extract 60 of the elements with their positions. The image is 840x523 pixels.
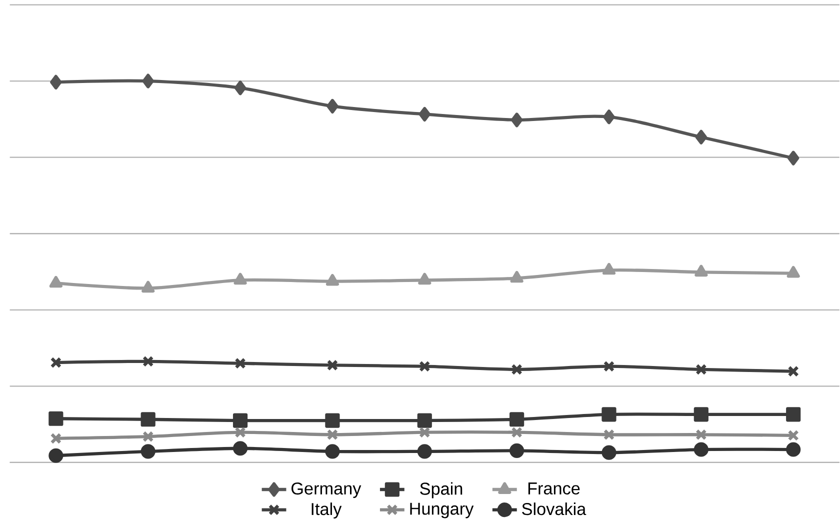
- point: [48, 448, 64, 463]
- point: [787, 150, 800, 166]
- point: [234, 426, 246, 438]
- point: [510, 271, 524, 283]
- point: [142, 356, 154, 368]
- point: [510, 112, 523, 128]
- point: [603, 110, 615, 124]
- point: [326, 429, 338, 440]
- point: [326, 274, 339, 286]
- point: [325, 444, 340, 459]
- point: [417, 413, 432, 428]
- point: [419, 426, 430, 438]
- point: [418, 107, 430, 122]
- point: [50, 357, 62, 368]
- point: [325, 413, 340, 428]
- point: [140, 412, 156, 427]
- point: [48, 411, 64, 426]
- legend-label: Germany: [292, 482, 362, 498]
- point: [49, 276, 62, 288]
- point: [234, 272, 247, 285]
- point: [603, 429, 615, 440]
- legend-label: Spain: [420, 482, 462, 498]
- legend-label: Italy: [312, 502, 342, 519]
- point: [511, 426, 522, 438]
- point: [694, 442, 708, 457]
- point: [694, 407, 708, 422]
- point: [786, 442, 801, 457]
- point: [603, 360, 615, 372]
- point: [326, 99, 338, 114]
- point: [696, 429, 707, 440]
- point: [140, 444, 156, 459]
- point: [50, 432, 62, 444]
- legend-label: Slovakia: [522, 502, 586, 516]
- point: [788, 430, 799, 442]
- point: [510, 412, 524, 427]
- point: [510, 443, 524, 458]
- legend-label: France: [528, 482, 580, 495]
- point: [511, 364, 522, 376]
- point: [695, 130, 708, 144]
- legend-label: Hungary: [410, 502, 474, 518]
- point: [602, 407, 616, 422]
- point: [234, 80, 246, 96]
- point: [232, 413, 248, 428]
- point: [602, 445, 616, 460]
- point: [418, 272, 432, 285]
- point: [417, 444, 432, 459]
- point: [234, 358, 246, 370]
- point: [142, 74, 154, 88]
- point: [326, 360, 338, 371]
- point: [142, 280, 155, 293]
- point: [694, 264, 708, 277]
- point: [419, 360, 430, 372]
- point: [788, 366, 799, 378]
- point: [142, 431, 154, 442]
- point: [232, 441, 248, 456]
- point: [786, 266, 800, 278]
- point: [786, 407, 801, 422]
- point: [602, 263, 616, 275]
- point: [50, 74, 62, 90]
- point: [696, 364, 707, 376]
